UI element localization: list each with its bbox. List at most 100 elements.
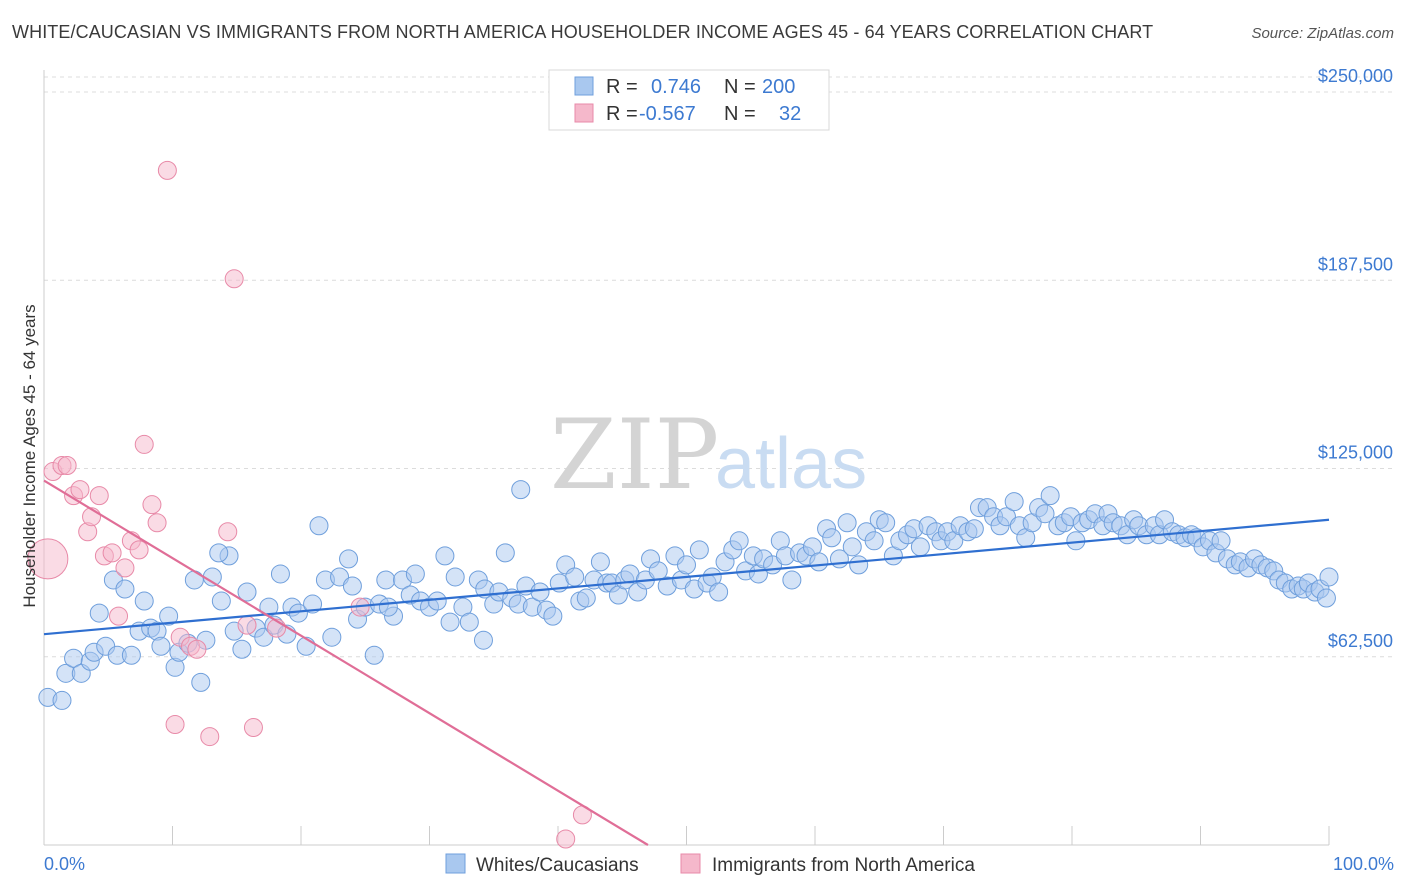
trend-lines — [43, 479, 1330, 846]
y-tick-labels: $62,500 $125,000 $187,500 $250,000 — [1318, 66, 1393, 651]
point-whites — [910, 537, 930, 557]
point-immigrants — [115, 558, 135, 578]
point-whites — [876, 513, 896, 533]
point-immigrants — [157, 160, 177, 180]
legend-n-label-2: N = — [724, 103, 756, 125]
point-whites — [822, 528, 842, 548]
point-whites — [427, 591, 447, 611]
point-whites — [364, 645, 384, 665]
point-whites — [159, 606, 179, 626]
source-label: Source: ZipAtlas.com — [1251, 25, 1394, 42]
point-whites — [543, 606, 563, 626]
watermark-zip: ZIP — [550, 399, 719, 511]
point-immigrants — [142, 495, 162, 515]
point-whites — [576, 588, 596, 608]
point-immigrants — [147, 513, 167, 533]
point-whites — [864, 531, 884, 551]
point-immigrants — [102, 543, 122, 563]
legend-r-label-2: R = — [606, 103, 638, 125]
bottom-legend: Whites/Caucasians Immigrants from North … — [445, 853, 975, 876]
point-whites — [209, 543, 229, 563]
point-whites — [565, 567, 585, 587]
point-immigrants — [134, 434, 154, 454]
point-immigrants — [165, 715, 185, 735]
point-immigrants — [70, 480, 90, 500]
legend-r-value-1: 0.746 — [651, 76, 701, 98]
legend-swatch-pink — [574, 103, 594, 123]
point-whites — [303, 594, 323, 614]
point-whites — [405, 564, 425, 584]
bottom-legend-swatch-pink — [680, 853, 701, 874]
point-whites — [151, 636, 171, 656]
y-tick-label: $62,500 — [1328, 631, 1393, 651]
point-whites — [709, 582, 729, 602]
bottom-legend-label-blue: Whites/Caucasians — [476, 855, 639, 876]
point-whites — [322, 627, 342, 647]
series-immigrants — [27, 160, 592, 849]
point-whites — [52, 690, 72, 710]
point-whites — [211, 591, 231, 611]
point-whites — [1211, 531, 1231, 551]
point-immigrants — [200, 727, 220, 747]
point-whites — [121, 645, 141, 665]
point-whites — [996, 507, 1016, 527]
point-whites — [89, 603, 109, 623]
legend-n-label-1: N = — [724, 76, 756, 98]
point-whites — [473, 630, 493, 650]
point-whites — [849, 555, 869, 575]
point-whites — [1004, 492, 1024, 512]
bottom-legend-swatch-blue — [445, 853, 466, 874]
x-tick-label-max: 100.0% — [1333, 854, 1394, 874]
point-whites — [342, 576, 362, 596]
legend-box: R = 0.746 N = 200 R = -0.567 N = 32 — [548, 69, 830, 131]
y-axis-label: Householder Income Ages 45 - 64 years — [20, 304, 39, 607]
legend-n-value-1: 200 — [762, 76, 795, 98]
bottom-legend-label-pink: Immigrants from North America — [712, 855, 975, 876]
legend-r-label-1: R = — [606, 76, 638, 98]
point-immigrants — [109, 606, 129, 626]
point-whites — [495, 543, 515, 563]
point-whites — [782, 570, 802, 590]
chart-title: WHITE/CAUCASIAN VS IMMIGRANTS FROM NORTH… — [12, 22, 1154, 42]
point-whites — [677, 555, 696, 575]
point-whites — [1040, 486, 1060, 506]
point-whites — [376, 570, 396, 590]
point-immigrants — [89, 486, 109, 506]
point-immigrants — [187, 639, 207, 659]
point-whites — [964, 519, 984, 539]
point-immigrants — [218, 522, 238, 542]
point-whites — [435, 546, 455, 566]
point-whites — [1319, 567, 1339, 587]
point-whites — [689, 540, 709, 560]
point-whites — [590, 552, 610, 572]
point-immigrants — [27, 538, 69, 580]
x-tick-label-min: 0.0% — [44, 854, 85, 874]
point-whites — [1035, 504, 1055, 524]
point-whites — [378, 597, 398, 617]
legend-n-value-2: 32 — [779, 103, 801, 125]
point-whites — [237, 582, 257, 602]
point-whites — [134, 591, 154, 611]
point-whites — [339, 549, 359, 569]
point-whites — [254, 627, 274, 647]
trend-line-immigrants — [43, 479, 649, 846]
point-whites — [184, 570, 204, 590]
y-tick-label: $250,000 — [1318, 66, 1393, 86]
point-immigrants — [237, 615, 257, 635]
point-whites — [459, 612, 479, 632]
point-immigrants — [556, 829, 576, 849]
watermark-atlas: atlas — [715, 424, 867, 504]
point-whites — [842, 537, 862, 557]
point-whites — [440, 612, 460, 632]
point-whites — [445, 567, 465, 587]
point-whites — [330, 567, 350, 587]
trend-line-whites — [43, 518, 1330, 636]
gridlines — [44, 76, 1395, 658]
point-whites — [511, 480, 531, 500]
point-whites — [309, 516, 329, 536]
point-whites — [809, 552, 829, 572]
point-whites — [729, 531, 749, 551]
legend-swatch-blue — [574, 76, 594, 96]
point-whites — [270, 564, 290, 584]
